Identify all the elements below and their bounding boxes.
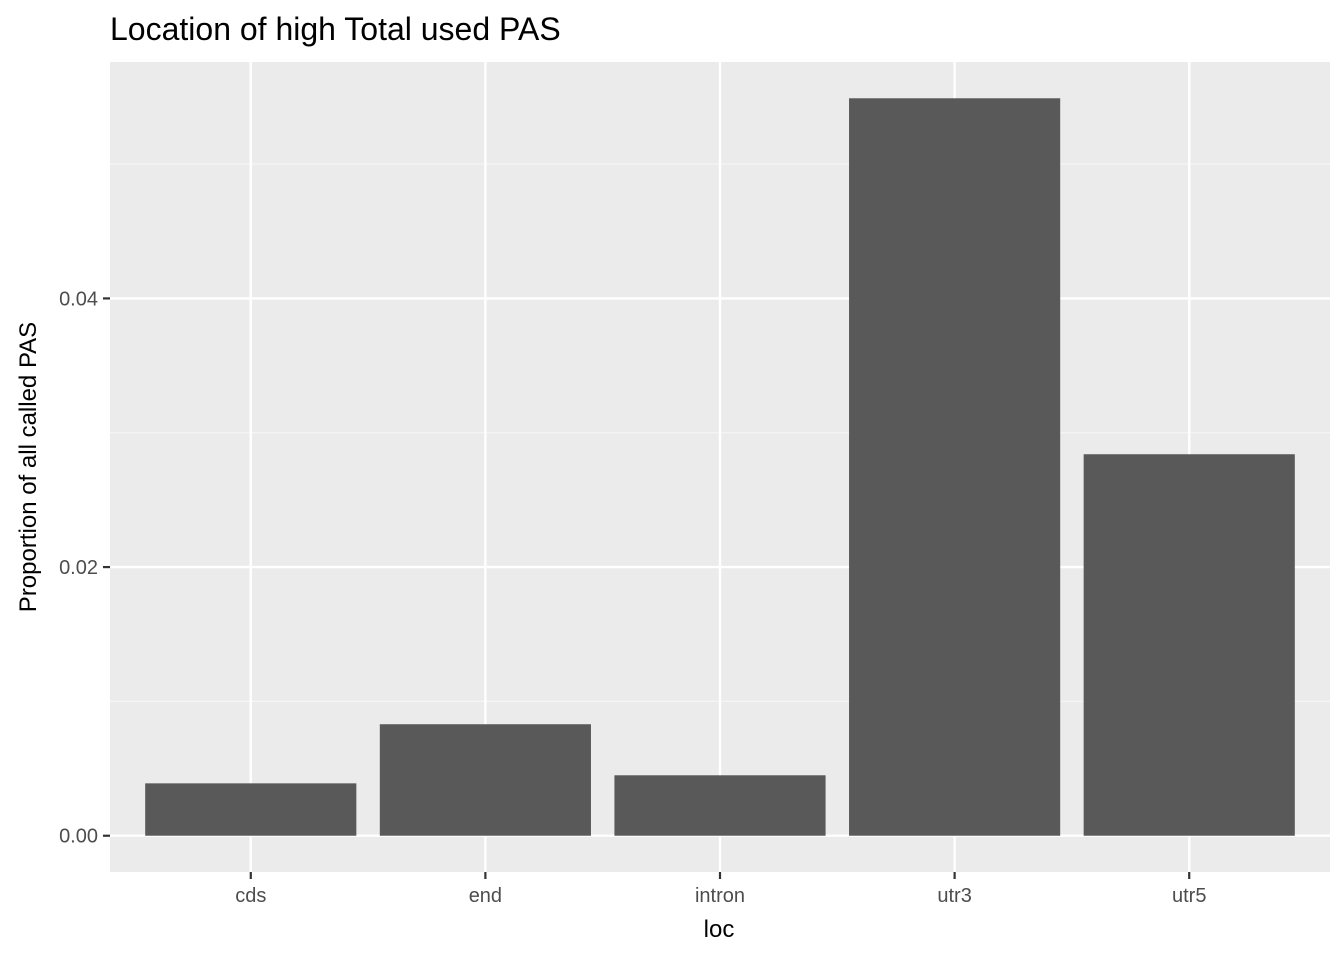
x-tick-label: utr5	[1172, 885, 1206, 907]
x-tick-label: utr3	[937, 885, 971, 907]
bar-intron	[614, 775, 826, 836]
x-tick-label: cds	[235, 885, 266, 907]
x-axis-title: loc	[704, 916, 735, 943]
y-tick-label: 0.02	[59, 557, 98, 579]
bar-end	[379, 724, 591, 836]
bars	[145, 98, 1295, 836]
x-tick-label: intron	[695, 885, 745, 907]
y-tick-label: 0.04	[59, 288, 98, 310]
bar-utr5	[1083, 454, 1295, 836]
chart-title: Location of high Total used PAS	[110, 11, 561, 47]
y-tick-label: 0.00	[59, 826, 98, 848]
y-axis: 0.00 0.02 0.04	[59, 288, 110, 848]
x-tick-label: end	[469, 885, 502, 907]
bar-cds	[145, 783, 357, 836]
x-axis: cds end intron utr3 utr5	[235, 872, 1206, 907]
y-axis-title: Proportion of all called PAS	[15, 322, 42, 612]
bar-utr3	[849, 98, 1061, 836]
